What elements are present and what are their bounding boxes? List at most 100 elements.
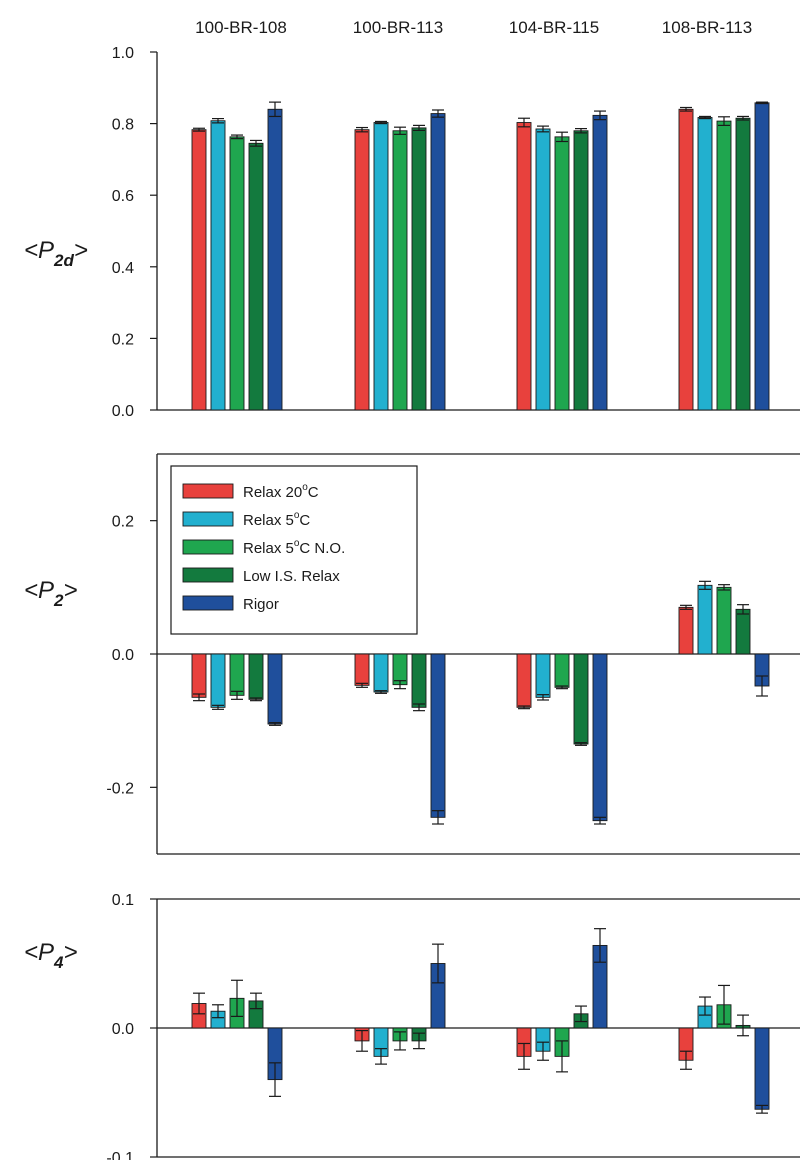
bar bbox=[354, 129, 370, 411]
legend: Relax 20oC Relax 5oC Relax 5oC N.O. Low I.S… bbox=[170, 465, 418, 635]
legend-label: Relax 20oC bbox=[243, 482, 319, 501]
error-bar bbox=[432, 943, 444, 984]
bar bbox=[248, 653, 264, 700]
y-tick-label: 0.4 bbox=[112, 260, 134, 277]
bar bbox=[229, 136, 245, 411]
error-bar bbox=[269, 1062, 281, 1097]
error-bar bbox=[269, 101, 281, 118]
error-bar bbox=[594, 928, 606, 963]
error-bar bbox=[413, 703, 425, 712]
error-bar bbox=[193, 992, 205, 1015]
y-tick-label: 0.0 bbox=[112, 1021, 134, 1038]
legend-swatch bbox=[182, 567, 234, 583]
error-bar bbox=[518, 705, 530, 710]
legend-swatch bbox=[182, 483, 234, 499]
category-label: 108-BR-113 bbox=[662, 18, 752, 37]
y-axis-label: <P2d> bbox=[24, 237, 88, 270]
error-bar bbox=[556, 685, 568, 690]
error-bar bbox=[680, 604, 692, 610]
error-bar bbox=[737, 115, 749, 121]
error-bar bbox=[231, 134, 243, 140]
bar bbox=[354, 653, 370, 686]
legend-swatch bbox=[182, 539, 234, 555]
bar bbox=[754, 102, 770, 411]
chart-panel-3: -0.1 0.0 0.1 <P4> bbox=[24, 892, 800, 1160]
y-tick-label: 0.6 bbox=[112, 188, 134, 205]
y-tick-label: 0.8 bbox=[112, 117, 134, 134]
error-bar bbox=[356, 682, 368, 688]
error-bar bbox=[375, 120, 387, 125]
bar bbox=[592, 114, 608, 411]
bar bbox=[248, 142, 264, 411]
error-bar bbox=[269, 722, 281, 726]
error-bar bbox=[737, 1014, 749, 1037]
category-header: 100-BR-108 100-BR-113 104-BR-115 108-BR-… bbox=[195, 18, 752, 37]
bar bbox=[267, 653, 283, 725]
error-bar bbox=[575, 1005, 587, 1023]
error-bar bbox=[594, 816, 606, 825]
error-bar bbox=[212, 704, 224, 710]
error-bar bbox=[537, 694, 549, 701]
error-bar bbox=[375, 1048, 387, 1065]
bar bbox=[697, 584, 713, 655]
bar bbox=[373, 653, 389, 693]
error-bar bbox=[250, 992, 262, 1010]
bar bbox=[535, 653, 551, 698]
error-bar bbox=[193, 127, 205, 132]
error-bar bbox=[231, 979, 243, 1017]
legend-item: Relax 5oC bbox=[182, 510, 310, 529]
error-bar bbox=[718, 584, 730, 591]
error-bar bbox=[718, 984, 730, 1025]
error-bar bbox=[518, 1042, 530, 1070]
error-bar bbox=[394, 680, 406, 690]
error-bar bbox=[699, 580, 711, 590]
chart-panel-1: 0.0 0.2 0.4 0.6 0.8 1.0 <P2d> bbox=[24, 45, 800, 420]
error-bar bbox=[375, 690, 387, 694]
bar bbox=[516, 122, 532, 411]
error-bar bbox=[537, 1041, 549, 1061]
chart-panel-2: -0.2 0.0 0.2 <P2> bbox=[24, 453, 800, 855]
bar bbox=[392, 130, 408, 411]
y-tick-label: -0.1 bbox=[106, 1150, 134, 1160]
legend-swatch bbox=[182, 595, 234, 611]
bar bbox=[554, 136, 570, 411]
bar bbox=[573, 653, 589, 745]
error-bar bbox=[575, 128, 587, 134]
error-bar bbox=[250, 697, 262, 702]
error-bar bbox=[756, 101, 768, 105]
error-bar bbox=[212, 1004, 224, 1019]
bar bbox=[735, 608, 751, 655]
error-bar bbox=[356, 1029, 368, 1052]
error-bar bbox=[432, 810, 444, 825]
y-tick-label: 1.0 bbox=[112, 45, 134, 62]
error-bar bbox=[394, 1031, 406, 1051]
legend-item: Relax 5oC N.O. bbox=[182, 538, 345, 557]
error-bar bbox=[737, 604, 749, 615]
error-bar bbox=[699, 115, 711, 120]
error-bar bbox=[518, 117, 530, 128]
bar bbox=[535, 128, 551, 411]
error-bar bbox=[413, 1032, 425, 1050]
error-bar bbox=[432, 109, 444, 118]
error-bar bbox=[250, 139, 262, 147]
bar bbox=[592, 653, 608, 822]
y-tick-label: 0.0 bbox=[112, 647, 134, 664]
legend-swatch bbox=[182, 511, 234, 527]
error-bar bbox=[699, 996, 711, 1016]
bar bbox=[411, 653, 427, 708]
y-tick-label: -0.2 bbox=[106, 780, 134, 797]
y-axis-label: <P2> bbox=[24, 577, 78, 610]
legend-label: Low I.S. Relax bbox=[243, 568, 340, 585]
error-bar bbox=[756, 675, 768, 697]
bar bbox=[678, 108, 694, 411]
bar bbox=[516, 653, 532, 708]
legend-label: Rigor bbox=[243, 596, 279, 613]
y-tick-label: 0.0 bbox=[112, 403, 134, 420]
error-bar bbox=[212, 117, 224, 124]
error-bar bbox=[356, 126, 368, 133]
bar bbox=[754, 1027, 770, 1110]
bar bbox=[210, 653, 226, 708]
y-tick-label: 0.2 bbox=[112, 514, 134, 531]
error-bar bbox=[680, 1050, 692, 1070]
